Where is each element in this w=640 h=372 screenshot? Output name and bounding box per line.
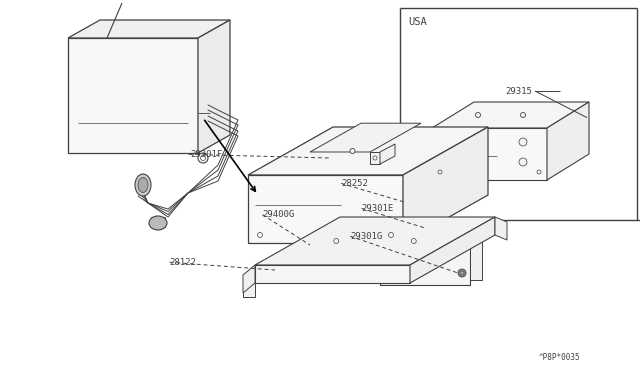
Bar	[362, 189, 369, 211]
Ellipse shape	[135, 174, 151, 196]
Polygon shape	[432, 102, 589, 128]
Bar	[371, 189, 378, 211]
Circle shape	[333, 238, 339, 244]
Text: 29315: 29315	[506, 87, 532, 96]
Bar	[124, 128, 142, 142]
Polygon shape	[255, 265, 410, 283]
Text: 29301F: 29301F	[191, 150, 223, 159]
Bar	[80, 128, 98, 142]
Bar	[389, 189, 396, 211]
Bar	[353, 189, 360, 211]
Bar	[243, 275, 255, 297]
Polygon shape	[432, 128, 547, 180]
Bar	[102, 128, 120, 142]
Polygon shape	[410, 217, 495, 283]
Text: ^P8P*0035: ^P8P*0035	[538, 353, 580, 362]
Polygon shape	[380, 220, 470, 285]
Polygon shape	[248, 127, 488, 175]
Polygon shape	[370, 152, 380, 164]
Polygon shape	[547, 102, 589, 180]
Polygon shape	[403, 127, 488, 243]
Bar	[198, 108, 206, 118]
Bar	[380, 189, 387, 211]
Polygon shape	[248, 175, 403, 243]
Polygon shape	[198, 20, 230, 153]
Polygon shape	[310, 123, 421, 152]
Circle shape	[373, 156, 377, 160]
Bar	[503, 164, 513, 175]
Circle shape	[519, 138, 527, 146]
Bar	[255, 187, 341, 233]
Polygon shape	[470, 225, 482, 280]
Text: 28252: 28252	[341, 179, 368, 188]
Text: 29400G: 29400G	[262, 210, 294, 219]
Polygon shape	[380, 144, 395, 164]
Bar	[385, 225, 465, 275]
Circle shape	[438, 170, 442, 174]
Circle shape	[460, 271, 464, 275]
Bar	[82, 62, 184, 119]
Circle shape	[458, 269, 466, 277]
Ellipse shape	[138, 177, 148, 192]
Bar	[438, 142, 497, 170]
Bar	[365, 232, 369, 240]
Text: USA: USA	[408, 17, 427, 27]
Text: 29301E: 29301E	[362, 204, 394, 213]
Polygon shape	[68, 38, 198, 153]
Bar	[253, 185, 343, 235]
Bar	[436, 140, 499, 172]
Circle shape	[350, 148, 355, 154]
Polygon shape	[68, 20, 230, 38]
Circle shape	[537, 170, 541, 174]
Circle shape	[257, 232, 262, 237]
Bar	[344, 189, 351, 211]
Polygon shape	[495, 217, 507, 240]
Bar	[388, 228, 462, 272]
Circle shape	[519, 158, 527, 166]
Circle shape	[520, 112, 525, 118]
Circle shape	[388, 232, 394, 237]
Bar	[503, 136, 513, 147]
Bar	[151, 217, 165, 227]
Circle shape	[412, 238, 416, 244]
Ellipse shape	[149, 216, 167, 230]
Polygon shape	[368, 225, 380, 280]
Bar	[78, 58, 188, 123]
Text: 28122: 28122	[170, 258, 196, 267]
Circle shape	[476, 112, 481, 118]
Polygon shape	[255, 217, 495, 265]
Bar	[365, 265, 369, 273]
Text: 29301G: 29301G	[350, 232, 382, 241]
Bar	[503, 150, 513, 161]
Polygon shape	[243, 265, 255, 293]
